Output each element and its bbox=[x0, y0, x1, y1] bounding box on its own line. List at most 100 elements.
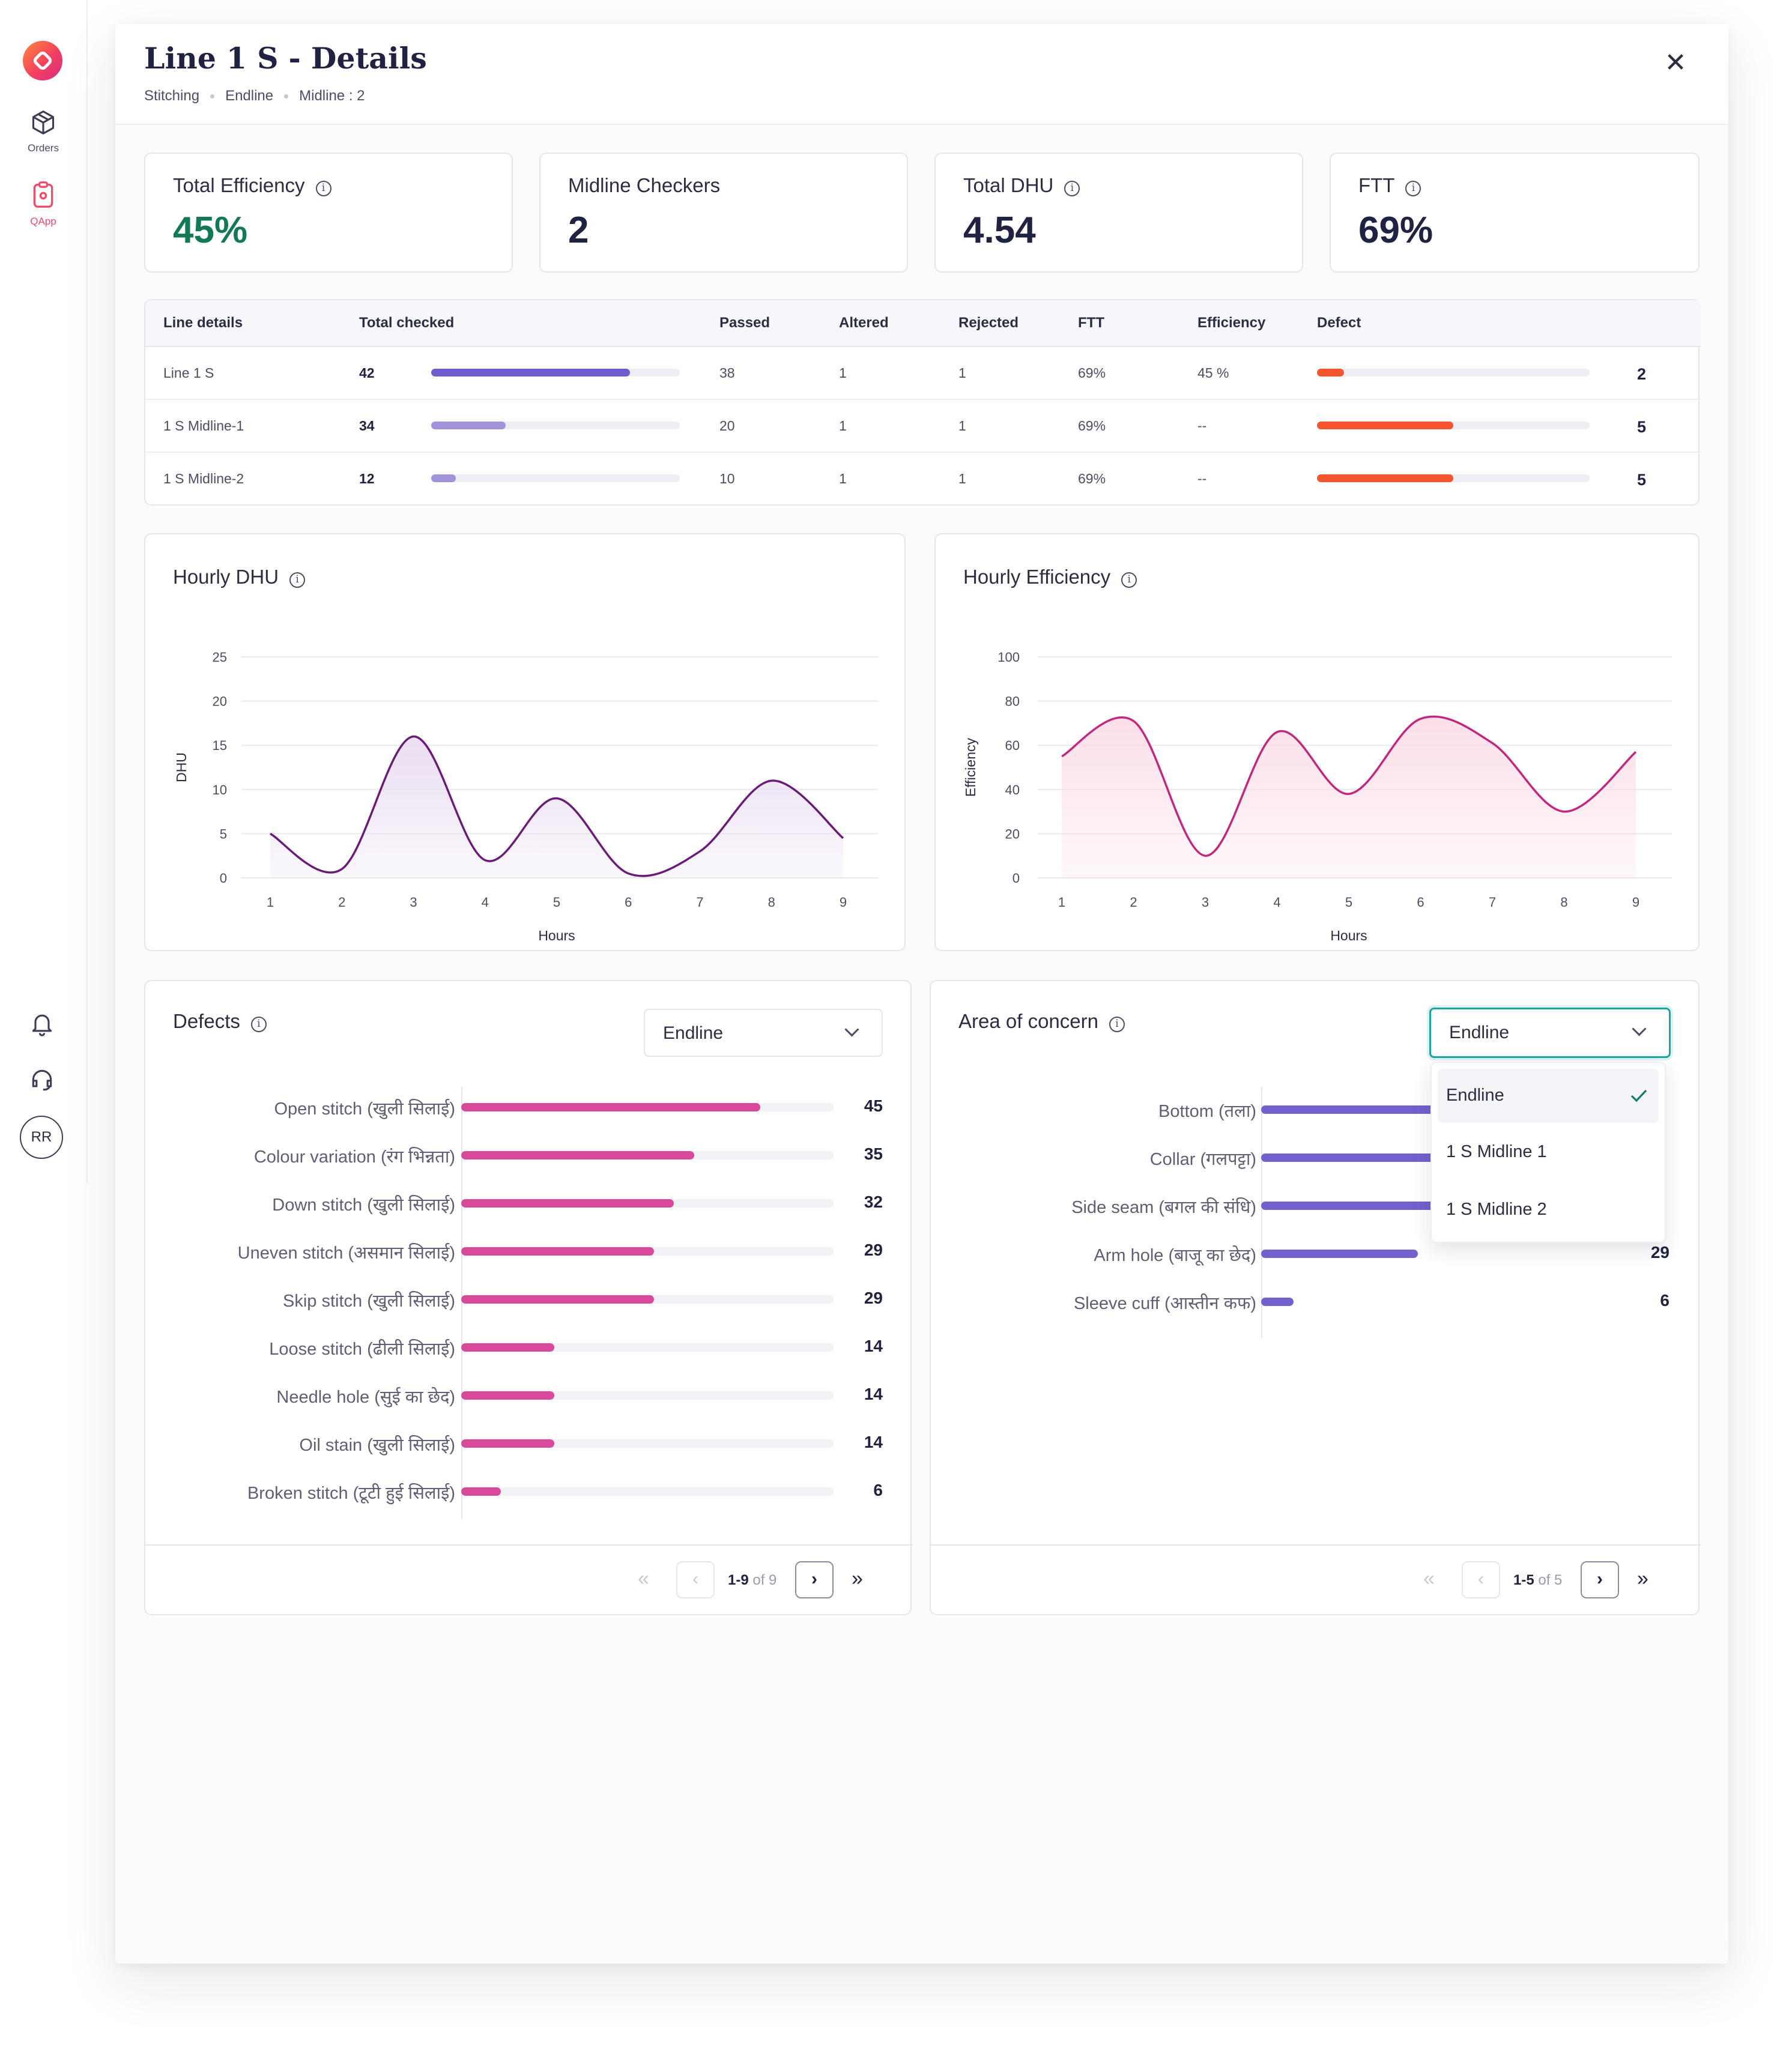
x-tick-label: 2 bbox=[338, 895, 345, 910]
info-icon[interactable]: i bbox=[289, 572, 306, 588]
col-altered: Altered bbox=[839, 315, 889, 331]
col-passed: Passed bbox=[719, 315, 770, 331]
cell-checked: 12 bbox=[359, 471, 375, 486]
breadcrumb-item[interactable]: Endline bbox=[225, 88, 274, 104]
user-avatar[interactable]: RR bbox=[20, 1116, 63, 1159]
info-icon[interactable]: i bbox=[1064, 181, 1080, 196]
bar-value: 14 bbox=[864, 1337, 883, 1355]
nav-qapp-label: QApp bbox=[30, 216, 56, 227]
checked-progress-fill bbox=[431, 422, 506, 429]
info-icon[interactable]: i bbox=[1109, 1017, 1125, 1032]
bar-track bbox=[461, 1295, 834, 1304]
y-tick-label: 100 bbox=[997, 650, 1020, 665]
checked-progress-fill bbox=[431, 369, 631, 376]
bar-label: Bottom (तला) bbox=[1158, 1102, 1256, 1121]
card-title: Defects bbox=[173, 1010, 240, 1032]
kpi-value: 4.54 bbox=[963, 210, 1036, 251]
bar-value: 14 bbox=[864, 1385, 883, 1403]
info-icon[interactable]: i bbox=[250, 1017, 267, 1032]
close-icon[interactable]: ✕ bbox=[1664, 48, 1687, 77]
table-row: Line 1 S 42 38 1 1 69% 45 % 2 bbox=[145, 347, 1701, 400]
bar-label: Open stitch (खुली सिलाई) bbox=[274, 1099, 455, 1119]
menu-item-endline[interactable]: Endline bbox=[1438, 1069, 1659, 1123]
hourly-dhu-card: Hourly DHU i 0 5 10 15 20 25 1 2 3 4 5 6 7 8 9 Hours DHU bbox=[144, 533, 906, 951]
concern-filter-select[interactable]: Endline bbox=[1429, 1008, 1671, 1058]
bar-label: Sleeve cuff (आस्तीन कफ) bbox=[1073, 1294, 1256, 1313]
cell-line: Line 1 S bbox=[163, 365, 214, 381]
nav-orders[interactable]: Orders bbox=[0, 109, 86, 154]
details-modal: Line 1 S - Details Stitching Endline Midli… bbox=[115, 24, 1728, 1964]
col-ftt: FTT bbox=[1078, 315, 1104, 331]
bell-icon[interactable] bbox=[29, 1010, 55, 1039]
bar-value: 29 bbox=[1650, 1243, 1669, 1262]
table-row: 1 S Midline-1 34 20 1 1 69% -- 5 bbox=[145, 400, 1701, 453]
defects-pagination: « ‹ 1-9 of 9 › » bbox=[638, 1561, 902, 1603]
cell-efficiency: 45 % bbox=[1197, 365, 1229, 381]
nav-qapp[interactable]: QApp bbox=[0, 180, 86, 228]
menu-item-midline-2[interactable]: 1 S Midline 2 bbox=[1446, 1200, 1547, 1219]
y-tick-label: 20 bbox=[213, 694, 227, 709]
kpi-label: Total DHU bbox=[963, 174, 1054, 196]
bar-track bbox=[1261, 1298, 1531, 1306]
next-page-button[interactable]: › bbox=[1581, 1561, 1619, 1598]
cell-line: 1 S Midline-1 bbox=[163, 418, 244, 434]
checked-progress bbox=[431, 474, 680, 482]
last-page-icon[interactable]: » bbox=[1637, 1567, 1648, 1590]
bar-track bbox=[461, 1151, 834, 1159]
bar-label: Arm hole (बाजू का छेद) bbox=[1094, 1246, 1256, 1265]
info-icon[interactable]: i bbox=[315, 181, 331, 196]
bar bbox=[461, 1103, 761, 1111]
bar bbox=[461, 1247, 655, 1256]
bar-label: Broken stitch (टूटी हुई सिलाई) bbox=[247, 1484, 455, 1503]
first-page-icon[interactable]: « bbox=[1423, 1567, 1435, 1590]
breadcrumb-item[interactable]: Stitching bbox=[144, 88, 200, 104]
bar-track bbox=[461, 1391, 834, 1400]
bar bbox=[1261, 1298, 1294, 1306]
page-total: of 5 bbox=[1538, 1572, 1563, 1588]
next-page-button[interactable]: › bbox=[795, 1561, 834, 1598]
x-tick-label: 3 bbox=[1202, 895, 1209, 910]
bar-label: Needle hole (सुई का छेद) bbox=[276, 1388, 455, 1407]
col-defect: Defect bbox=[1317, 315, 1361, 331]
prev-page-button[interactable]: ‹ bbox=[676, 1561, 715, 1598]
info-icon[interactable]: i bbox=[1405, 181, 1421, 196]
info-icon[interactable]: i bbox=[1121, 572, 1137, 588]
cell-line: 1 S Midline-2 bbox=[163, 471, 244, 486]
axis-line bbox=[461, 1087, 462, 1519]
select-value: Endline bbox=[663, 1023, 724, 1043]
prev-page-button[interactable]: ‹ bbox=[1462, 1561, 1500, 1598]
x-tick-label: 5 bbox=[553, 895, 560, 910]
menu-item-midline-1[interactable]: 1 S Midline 1 bbox=[1446, 1142, 1547, 1161]
defect-progress bbox=[1317, 474, 1590, 482]
bar-label: Uneven stitch (असमान सिलाई) bbox=[237, 1244, 455, 1263]
bar bbox=[461, 1391, 554, 1400]
first-page-icon[interactable]: « bbox=[638, 1567, 649, 1590]
page-range: 1-5 bbox=[1513, 1572, 1534, 1588]
bar-value: 29 bbox=[864, 1289, 883, 1307]
defect-progress-fill bbox=[1317, 369, 1345, 376]
headset-icon[interactable] bbox=[29, 1066, 55, 1096]
x-tick-label: 3 bbox=[410, 895, 417, 910]
x-tick-label: 4 bbox=[1273, 895, 1280, 910]
col-efficiency: Efficiency bbox=[1197, 315, 1266, 331]
page-total: of 9 bbox=[752, 1572, 777, 1588]
bar-value: 35 bbox=[864, 1144, 883, 1163]
bar-value: 32 bbox=[864, 1193, 883, 1211]
defect-progress-fill bbox=[1317, 422, 1453, 429]
cell-rejected: 1 bbox=[958, 418, 966, 434]
defects-filter-select[interactable]: Endline bbox=[644, 1009, 883, 1057]
breadcrumb-item[interactable]: Midline : 2 bbox=[299, 88, 365, 104]
bar bbox=[461, 1295, 655, 1304]
cell-defect: 2 bbox=[1637, 365, 1647, 383]
series-line bbox=[270, 735, 844, 877]
kpi-ftt: FTT i 69% bbox=[1330, 153, 1700, 273]
last-page-icon[interactable]: » bbox=[852, 1567, 863, 1590]
col-rejected: Rejected bbox=[958, 315, 1019, 331]
app-logo[interactable] bbox=[23, 41, 62, 80]
bar-label: Colour variation (रंग भिन्नता) bbox=[253, 1147, 455, 1167]
card-title: Area of concern bbox=[958, 1010, 1098, 1032]
checked-progress bbox=[431, 422, 680, 429]
chart-title: Hourly Efficiency bbox=[963, 566, 1111, 588]
series-line bbox=[1061, 715, 1637, 857]
x-tick-label: 5 bbox=[1345, 895, 1352, 910]
